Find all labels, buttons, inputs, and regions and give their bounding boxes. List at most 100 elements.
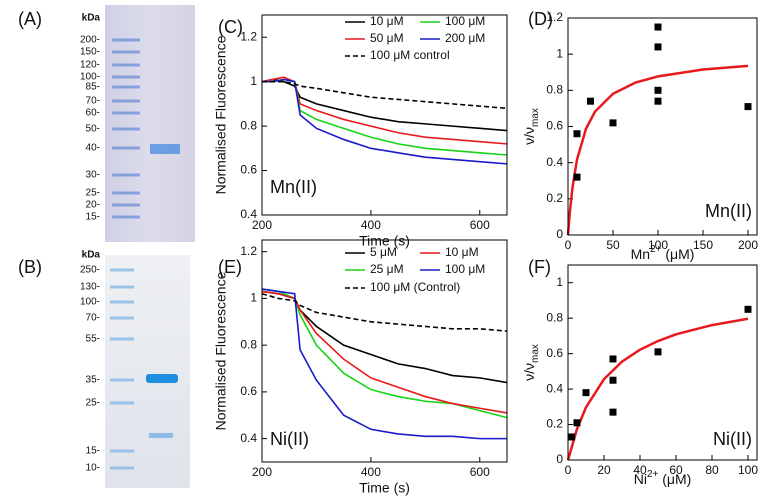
ladder-band (112, 203, 140, 207)
legend-label: 100 μM control (370, 48, 450, 62)
y-tick-label: 0.2 (546, 191, 563, 205)
legend-label: 5 μM (370, 245, 397, 259)
marker-label: 35- (86, 375, 100, 386)
data-point (654, 97, 662, 105)
data-point (654, 23, 662, 31)
data-point (573, 419, 581, 427)
ladder-band (112, 111, 140, 115)
ladder-band (110, 466, 134, 470)
x-axis-label: Mn2+ (μM) (631, 244, 695, 262)
plot-frame (567, 264, 758, 461)
y-tick-label: 0.6 (546, 346, 563, 360)
ladder-band (112, 146, 140, 150)
legend-label: 10 μM (445, 245, 479, 259)
panel-label: (D) (528, 9, 553, 29)
data-point (609, 408, 617, 416)
y-tick-label: 1 (250, 74, 257, 88)
marker-label: 60- (86, 108, 100, 119)
y-axis-label: Normalised Fluorescence (213, 271, 229, 430)
marker-label: 15- (86, 446, 100, 457)
panel-label: (F) (528, 257, 551, 277)
x-tick-label: 0 (565, 238, 572, 252)
x-tick-label: 0 (565, 463, 572, 477)
marker-label: 250- (80, 265, 100, 276)
legend-label: 50 μM (370, 31, 404, 45)
marker-label: 85- (86, 82, 100, 93)
ladder-band (112, 173, 140, 177)
ladder-band (112, 63, 140, 67)
y-tick-label: 0 (556, 452, 563, 466)
annotation: Mn(II) (270, 177, 317, 197)
x-label-unit: (μM) (661, 246, 694, 262)
x-label-sup: 2+ (650, 244, 662, 255)
legend-label: 100 μM (445, 14, 485, 28)
x-tick-label: 400 (361, 465, 381, 479)
ladder-band (110, 401, 134, 405)
y-axis-label: ν/νmax (521, 108, 541, 145)
y-tick-label: 1.2 (240, 29, 257, 43)
x-tick-label: 100 (738, 463, 758, 477)
series-line (261, 76, 508, 145)
y-label-main: ν/ν (521, 363, 537, 381)
legend-label: 100 μM (445, 262, 485, 276)
x-axis-label: Ni2+ (μM) (634, 469, 692, 487)
ladder-band (110, 300, 134, 304)
y-tick-label: 1 (556, 275, 563, 289)
x-tick-label: 400 (361, 218, 381, 232)
data-point (573, 130, 581, 138)
y-tick-label: 0.8 (240, 337, 257, 351)
y-tick-label: 0.8 (546, 310, 563, 324)
y-tick-label: 1 (556, 46, 563, 60)
ladder-band (112, 75, 140, 79)
x-tick-label: 20 (597, 463, 611, 477)
data-point (744, 103, 752, 111)
ladder-band (112, 99, 140, 103)
x-tick-label: 600 (470, 218, 490, 232)
gel-band (146, 374, 178, 383)
y-tick-label: 0.6 (240, 384, 257, 398)
marker-label: 10- (86, 463, 100, 474)
marker-label: 70- (86, 96, 100, 107)
series-line (262, 78, 508, 156)
y-axis-label: ν/νmax (521, 344, 541, 381)
panel-label: (B) (18, 257, 42, 277)
series-line (261, 288, 507, 440)
data-point (654, 86, 662, 94)
marker-label: 55- (86, 334, 100, 345)
marker-label: 100- (80, 297, 100, 308)
ladder-band (110, 337, 134, 341)
ladder-band (112, 127, 140, 131)
data-point (609, 119, 617, 127)
annotation: Mn(II) (705, 201, 752, 221)
x-tick-label: 50 (606, 238, 620, 252)
y-tick-label: 0.4 (546, 155, 563, 169)
legend-label: 100 μM (Control) (370, 280, 460, 294)
y-tick-label: 0.6 (546, 119, 563, 133)
marker-label: 130- (80, 282, 100, 293)
y-tick-label: 0.6 (240, 163, 257, 177)
marker-label: 25- (86, 188, 100, 199)
series-line (261, 290, 508, 414)
x-tick-label: 600 (470, 465, 490, 479)
y-tick-label: 0.8 (240, 118, 257, 132)
y-tick-label: 0.8 (546, 83, 563, 97)
ladder-band (110, 268, 134, 272)
ladder-band (112, 85, 140, 89)
y-tick-label: 1 (250, 291, 257, 305)
ladder-band (112, 215, 140, 219)
panel-label: (C) (218, 17, 243, 37)
legend-label: 200 μM (445, 31, 485, 45)
gel-unit: kDa (82, 250, 101, 261)
plot-frame (567, 17, 758, 236)
y-tick-label: 0 (556, 227, 563, 241)
x-tick-label: 200 (252, 218, 272, 232)
x-tick-label: 40 (633, 463, 647, 477)
x-label-main: Ni (634, 471, 647, 487)
marker-label: 120- (80, 60, 100, 71)
y-axis-label: Normalised Fluorescence (213, 35, 229, 194)
ladder-band (112, 50, 140, 54)
legend-label: 10 μM (370, 14, 404, 28)
gel-band (149, 433, 173, 438)
marker-label: 150- (80, 47, 100, 58)
data-point (587, 97, 594, 105)
